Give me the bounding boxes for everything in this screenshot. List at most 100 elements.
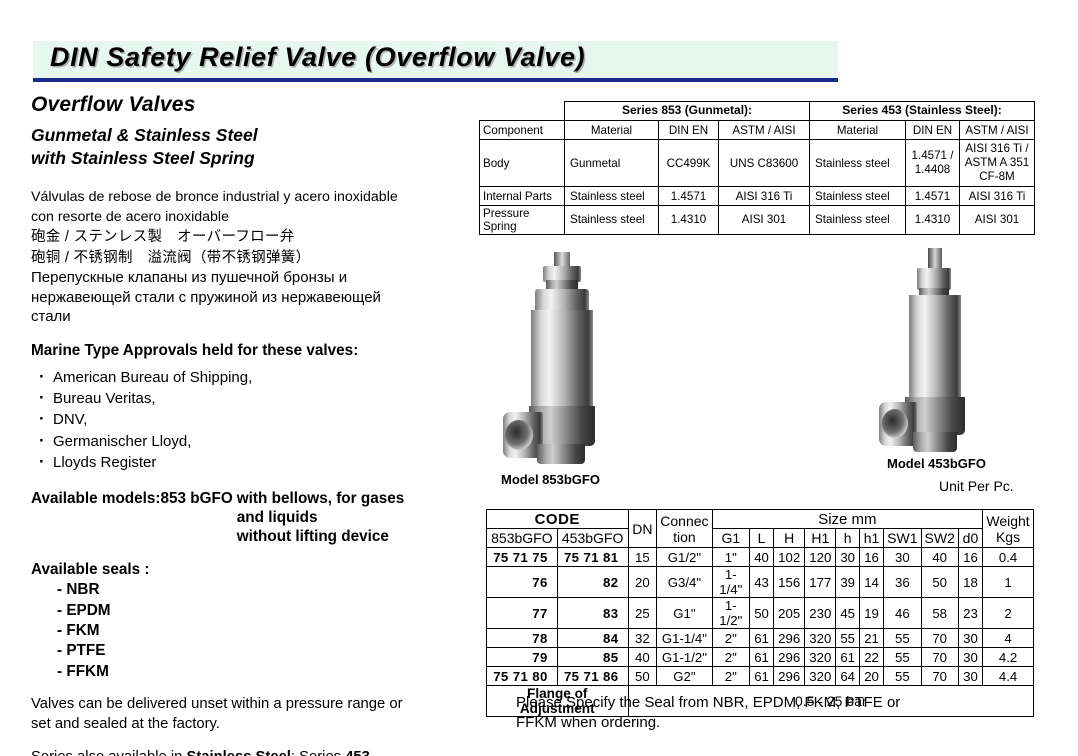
header-dn: DN (627, 509, 658, 548)
cell-sw2: 70 (920, 647, 959, 667)
cell-sw1: 46 (883, 597, 922, 629)
cell-internal-material-453: Stainless steel (809, 186, 906, 206)
cell-body-astm-453-line-1: AISI 316 Ti / (965, 142, 1029, 156)
cell-weight: 4 (982, 628, 1034, 648)
group-header-series-853: Series 853 (Gunmetal): (564, 101, 810, 121)
seal-item: - FFKM (57, 662, 109, 680)
materials-specification-table: Series 853 (Gunmetal): Series 453 (Stain… (479, 101, 1035, 235)
cell-code-453: 75 71 86 (556, 666, 629, 686)
cell-code-453: 75 71 81 (556, 547, 629, 567)
cell-g1: 2" (711, 647, 750, 667)
cell-dn: 40 (627, 647, 658, 667)
cell-dn: 32 (627, 628, 658, 648)
cell-weight: 2 (982, 597, 1034, 629)
cell-h-small: 64 (835, 666, 860, 686)
available-models-description: with bellows, for gases and liquids with… (237, 490, 404, 546)
series-note-prefix: Series also available in (31, 749, 186, 756)
table-row: 79 85 40 G1-1/2" 2" 61 296 320 61 22 55 … (486, 647, 1034, 667)
cell-weight: 1 (982, 566, 1034, 598)
cell-h1: 320 (804, 647, 837, 667)
cell-code-453: 83 (556, 597, 629, 629)
table-row: 76 82 20 G3/4" 1-1/4" 43 156 177 39 14 3… (486, 566, 1034, 598)
approval-item: DNV, (31, 407, 471, 431)
table-row: 75 71 75 75 71 81 15 G1/2" 1" 40 102 120… (486, 547, 1034, 567)
cell-weight: 4.2 (982, 647, 1034, 667)
cell-code-453: 85 (556, 647, 629, 667)
row-label-internal-parts: Internal Parts (479, 186, 565, 206)
cell-dn: 25 (627, 597, 658, 629)
cell-sw2: 40 (920, 547, 959, 567)
table-row: 75 71 80 75 71 86 50 G2" 2" 61 296 320 6… (486, 666, 1034, 686)
cell-connection: G1/2" (656, 547, 713, 567)
product-figures-area: Model 853bGFO Model 453bGFO Unit Per Pc. (479, 222, 1039, 494)
cell-l: 61 (748, 628, 775, 648)
flange-adjustment-row: Flange of Adjustment 0.5 - 25 bar (486, 685, 1034, 717)
dimensions-and-codes-table: CODE DN Connec tion Size mm Weight Kgs 8… (486, 509, 1034, 717)
cell-h1: 320 (804, 628, 837, 648)
inlet-bore-853 (505, 420, 533, 450)
cell-d0: 30 (957, 647, 984, 667)
cell-h1-small: 21 (858, 628, 885, 648)
unset-note-line-1: Valves can be delivered unset within a p… (31, 695, 403, 712)
multilingual-description: Válvulas de rebose de bronce industrial … (31, 187, 471, 327)
cell-code-853: 75 71 75 (486, 547, 558, 567)
cell-g1: 1" (711, 547, 750, 567)
lock-nut-853 (546, 280, 578, 290)
series-note-material: Stainless Steel (186, 749, 290, 756)
column-header-material-853: Material (564, 120, 659, 140)
materials-corner-blank (479, 101, 565, 121)
cell-d0: 18 (957, 566, 984, 598)
materials-column-header-row: Component Material DIN EN ASTM / AISI Ma… (479, 120, 1035, 140)
cell-internal-dinen-853: 1.4571 (658, 186, 719, 206)
cell-g1: 1-1/4" (711, 566, 750, 598)
title-underline-rule (33, 78, 838, 82)
cell-body-material-853: Gunmetal (564, 139, 659, 187)
description-chinese: 砲铜 / 不锈钢制 溢流阀（带不锈钢弹簧） (31, 249, 311, 266)
seal-item: - FKM (57, 621, 100, 639)
figure-caption-853bgfo: Model 853bGFO (501, 472, 600, 487)
cell-code-853: 78 (486, 628, 558, 648)
cell-spring-astm-453: AISI 301 (959, 205, 1035, 235)
header-code-853: 853bGFO (486, 528, 558, 548)
spring-cap-853 (543, 266, 581, 282)
subheading-line-1: Gunmetal & Stainless Steel (31, 125, 258, 146)
cell-sw1: 55 (883, 647, 922, 667)
cell-h-small: 61 (835, 647, 860, 667)
description-spanish-line-2: con resorte de acero inoxidable (31, 208, 229, 225)
description-japanese: 砲金 / ステンレス製 オーバーフロー弁 (31, 229, 295, 246)
cell-l: 50 (748, 597, 775, 629)
cell-h1: 320 (804, 666, 837, 686)
dim-header-row-1: CODE DN Connec tion Size mm Weight Kgs (486, 509, 1034, 548)
dim-header-row-2: 853bGFO 453bGFO G1 L H H1 h h1 SW1 SW2 d… (486, 528, 1034, 548)
cell-weight: 4.4 (982, 666, 1034, 686)
cell-h1: 177 (804, 566, 837, 598)
ordering-note-line-2: FFKM when ordering. (516, 714, 661, 732)
materials-row-body: Body Gunmetal CC499K UNS C83600 Stainles… (479, 139, 1035, 187)
stem-853 (554, 252, 570, 270)
header-weight: Weight Kgs (982, 509, 1034, 548)
header-code: CODE (486, 509, 629, 529)
cell-h1: 120 (804, 547, 837, 567)
models-desc-line-1: with bellows, for gases (236, 490, 405, 508)
cell-connection: G3/4" (656, 566, 713, 598)
cell-d0: 16 (957, 547, 984, 567)
description-russian-line-3: стали (31, 308, 71, 326)
spring-housing-853 (531, 310, 593, 408)
seal-item: - PTFE (57, 642, 106, 660)
cell-connection: G1" (656, 597, 713, 629)
unset-pressure-note: Valves can be delivered unset within a p… (31, 695, 471, 735)
models-desc-line-2: and liquids (236, 508, 318, 526)
spring-housing-453 (909, 295, 961, 399)
page-title: DIN Safety Relief Valve (Overflow Valve) (50, 42, 586, 72)
column-header-material-453: Material (809, 120, 906, 140)
table-row: 77 83 25 G1" 1-1/2" 50 205 230 45 19 46 … (486, 597, 1034, 629)
cell-connection: G1-1/2" (656, 647, 713, 667)
approval-item: Germanischer Lloyd, (31, 429, 471, 453)
approval-item: Bureau Veritas, (31, 386, 471, 410)
series-note-end: . (370, 749, 374, 756)
description-spanish-line-1: Válvulas de rebose de bronce industrial … (31, 188, 398, 205)
cell-body-dinen-453-line-2: 1.4408 (914, 163, 951, 176)
column-header-astm-453: ASTM / AISI (959, 120, 1035, 140)
cell-g1: 1-1/2" (711, 597, 750, 629)
cell-dn: 50 (627, 666, 658, 686)
